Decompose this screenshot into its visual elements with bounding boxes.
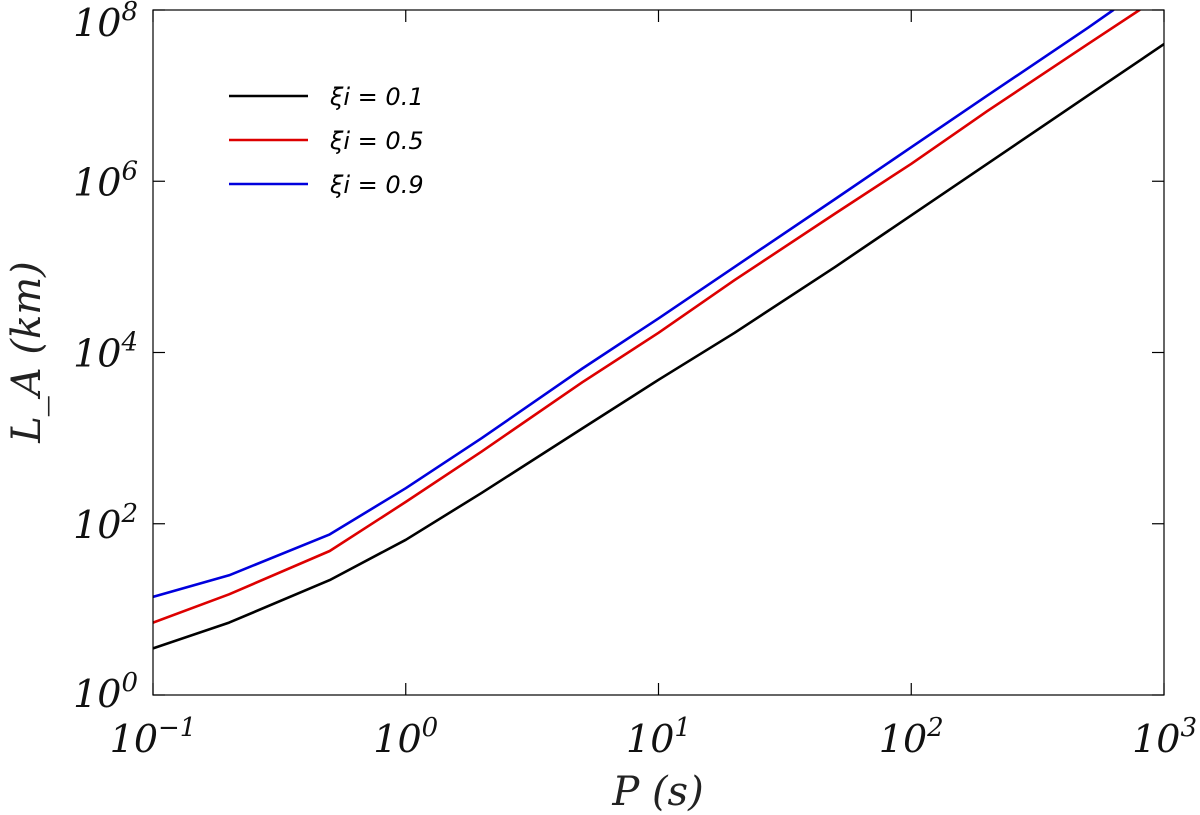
y-tick-label-exponent: 6: [121, 156, 138, 186]
legend-label-2: ξi = 0.5: [329, 127, 424, 155]
x-tick-label-base: 10: [1132, 717, 1180, 761]
y-tick-label-4: 108: [73, 0, 138, 45]
y-tick-label-base: 10: [73, 160, 121, 204]
y-tick-label-exponent: 4: [120, 328, 138, 358]
y-tick-label-0: 100: [73, 668, 138, 716]
x-tick-label-4: 103: [1132, 713, 1197, 761]
y-tick-label-1: 102: [73, 499, 138, 547]
series-layer: [153, 10, 1164, 650]
y-tick-label-base: 10: [73, 503, 121, 547]
y-tick-label-base: 10: [73, 1, 121, 45]
x-axis-label: P (s): [611, 769, 703, 815]
series-line-2: [153, 10, 1141, 624]
legend-label-3: ξi = 0.9: [329, 171, 424, 199]
x-tick-label-3: 102: [879, 713, 944, 761]
y-tick-label-exponent: 2: [120, 499, 138, 529]
y-tick-label-exponent: 0: [121, 668, 138, 698]
tick-marks: [152, 9, 1165, 696]
x-tick-label-exponent: 2: [926, 713, 944, 743]
y-axis-label: L_A (km): [4, 261, 50, 444]
y-tick-label-3: 106: [73, 156, 138, 204]
x-tick-label-1: 100: [373, 713, 438, 761]
x-tick-label-base: 10: [626, 717, 674, 761]
x-tick-label-base: 10: [110, 717, 158, 761]
x-tick-label-exponent: 1: [674, 713, 691, 743]
y-axis-label-text: L_A (km): [4, 261, 50, 444]
series-line-3: [153, 10, 1115, 599]
x-tick-label-2: 101: [626, 713, 691, 761]
series-line-1: [153, 42, 1164, 650]
x-tick-label-exponent: −1: [158, 713, 196, 743]
y-tick-label-exponent: 8: [121, 0, 138, 27]
legend: ξi = 0.1 ξi = 0.5 ξi = 0.9: [229, 83, 424, 199]
y-tick-label-2: 104: [73, 328, 138, 376]
legend-label-1: ξi = 0.1: [329, 83, 424, 111]
x-tick-label-0: 10−1: [110, 713, 197, 761]
x-tick-label-base: 10: [879, 717, 927, 761]
y-tick-label-base: 10: [73, 672, 121, 716]
y-tick-label-base: 10: [73, 332, 121, 376]
x-tick-label-exponent: 3: [1180, 713, 1197, 743]
x-tick-labels: 10−1 100 101 102 103: [110, 713, 1197, 761]
x-tick-label-exponent: 0: [422, 713, 439, 743]
x-axis-label-text: P (s): [611, 769, 703, 815]
x-tick-label-base: 10: [373, 717, 421, 761]
